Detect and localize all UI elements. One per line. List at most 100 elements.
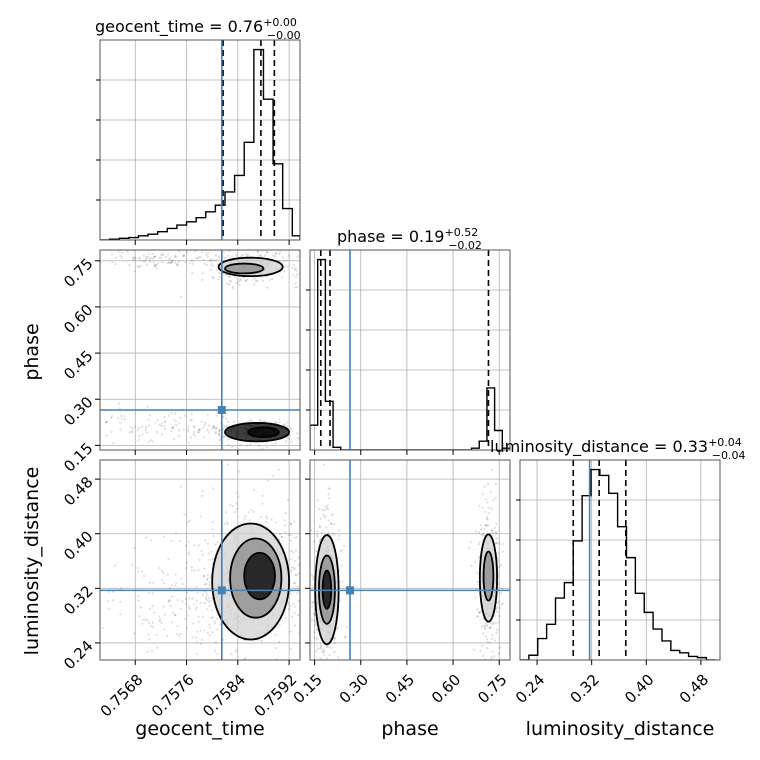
- sample-point: [174, 531, 178, 534]
- sample-point: [325, 507, 328, 510]
- sample-point: [253, 283, 256, 286]
- sample-point: [145, 536, 148, 539]
- sample-point: [208, 634, 211, 637]
- sample-point: [323, 516, 326, 519]
- sample-point: [176, 262, 179, 266]
- sample-point: [312, 442, 314, 444]
- corner-panels: 0.24 0.32 0.40 0.480.150.300.450.600.750.75…: [60, 39, 721, 721]
- sample-point: [319, 643, 323, 646]
- sample-point: [190, 569, 193, 572]
- sample-point: [118, 407, 121, 410]
- sample-point: [147, 440, 150, 443]
- sample-point: [216, 628, 219, 631]
- sample-point: [291, 615, 294, 618]
- sample-point: [231, 255, 234, 258]
- sample-point: [77, 248, 79, 250]
- sample-point: [203, 436, 206, 439]
- sample-point: [182, 255, 185, 258]
- sample-point: [283, 519, 286, 522]
- sample-point: [478, 611, 481, 614]
- sample-point: [328, 496, 331, 500]
- sample-point: [163, 416, 166, 419]
- sample-point: [187, 425, 190, 428]
- sample-point: [166, 573, 169, 576]
- sample-point: [214, 641, 217, 644]
- sample-point: [214, 254, 217, 257]
- sample-point: [162, 252, 165, 255]
- hist-panel-luminosity_distance: 0.24 0.32 0.40 0.48: [512, 459, 721, 707]
- sample-point: [289, 570, 292, 574]
- sample-point: [159, 256, 162, 259]
- sample-point: [222, 427, 225, 430]
- sample-point: [274, 647, 278, 650]
- sample-point: [153, 611, 156, 615]
- sample-point: [139, 606, 142, 609]
- sample-point: [201, 426, 204, 430]
- sample-point: [260, 255, 263, 258]
- x-tick-label-geocent_time-0: 0.7568: [97, 671, 147, 721]
- sample-point: [311, 574, 314, 577]
- scatter-panel-phase-vs-luminosity_distance-plot-area: [310, 460, 510, 672]
- sample-point: [297, 614, 300, 617]
- sample-point: [302, 431, 304, 433]
- sample-point: [486, 501, 489, 504]
- sample-point: [211, 616, 214, 619]
- sample-point: [175, 424, 178, 427]
- sample-point: [216, 617, 219, 620]
- sample-point: [153, 261, 156, 264]
- sample-point: [337, 538, 340, 541]
- sample-point: [340, 564, 344, 567]
- sample-point: [171, 595, 174, 598]
- sample-point: [190, 565, 193, 569]
- sample-point: [330, 670, 332, 672]
- sample-point: [341, 580, 344, 583]
- sample-point: [296, 432, 299, 435]
- sample-point: [181, 600, 184, 603]
- sample-point: [197, 257, 200, 260]
- sample-point: [278, 532, 282, 535]
- sample-point: [226, 282, 229, 285]
- sample-point: [187, 540, 190, 544]
- sample-point: [163, 613, 166, 616]
- sample-point: [487, 524, 490, 527]
- sample-point: [294, 267, 297, 270]
- sample-point: [225, 520, 228, 523]
- sample-point: [491, 623, 495, 626]
- sample-point: [278, 640, 281, 644]
- sample-point: [293, 268, 296, 271]
- sample-point: [473, 648, 476, 651]
- sample-point: [499, 646, 502, 649]
- sample-point: [293, 520, 296, 523]
- sample-point: [136, 265, 139, 268]
- sample-point: [495, 532, 498, 535]
- samples-geocent_time-vs-luminosity_distance: [100, 463, 300, 660]
- sample-point: [226, 463, 229, 466]
- sample-point: [199, 601, 202, 604]
- sample-point: [174, 613, 177, 617]
- sample-point: [228, 283, 231, 286]
- sample-point: [149, 439, 152, 442]
- sample-point: [204, 597, 208, 601]
- sample-point: [494, 621, 497, 625]
- sample-point: [291, 266, 294, 269]
- sample-point: [219, 438, 222, 441]
- sample-point: [289, 630, 292, 633]
- sample-point: [146, 650, 149, 654]
- sample-point: [328, 487, 331, 490]
- sample-point: [292, 274, 295, 277]
- sample-point: [337, 656, 340, 659]
- sample-point: [244, 279, 247, 282]
- sample-point: [147, 633, 150, 636]
- sample-point: [477, 615, 480, 618]
- y-tick-label-phase-0: 0.15: [60, 439, 96, 475]
- sample-point: [324, 663, 326, 665]
- sample-point: [293, 264, 296, 267]
- sample-point: [312, 601, 315, 604]
- sample-point: [208, 626, 212, 629]
- sample-point: [252, 510, 256, 513]
- sample-point: [174, 254, 177, 257]
- sample-point: [179, 539, 182, 543]
- sample-point: [138, 258, 141, 261]
- sample-point: [190, 259, 194, 262]
- sample-point: [244, 279, 248, 282]
